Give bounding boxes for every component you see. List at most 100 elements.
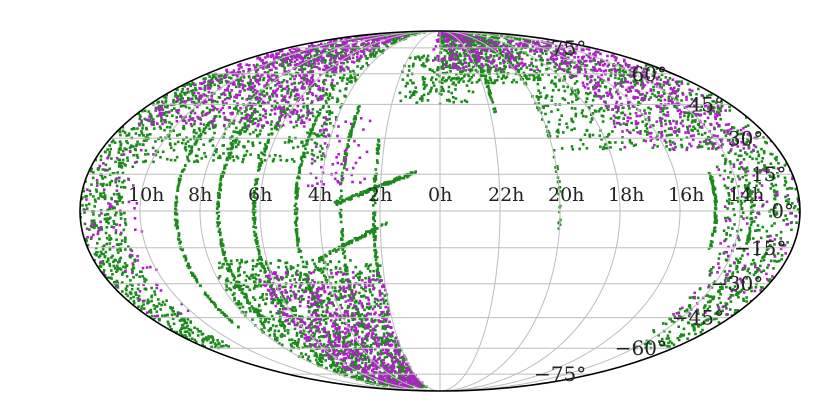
data-point (161, 150, 165, 154)
data-point (461, 77, 464, 80)
data-point (220, 78, 223, 81)
data-point (541, 105, 545, 108)
data-point (753, 262, 756, 265)
data-point (532, 74, 536, 78)
data-point (341, 277, 344, 281)
data-point (189, 320, 192, 323)
data-point (273, 276, 277, 280)
data-point (756, 131, 760, 134)
data-point (788, 186, 791, 190)
data-point (657, 131, 661, 134)
data-point (772, 166, 775, 169)
data-point (731, 294, 735, 297)
data-point (189, 328, 193, 332)
data-point (140, 130, 143, 133)
data-point (609, 117, 613, 120)
data-point (180, 327, 183, 330)
data-point (375, 44, 378, 48)
data-point (113, 222, 116, 226)
data-point (427, 92, 430, 96)
data-point (200, 82, 204, 85)
data-point (173, 142, 177, 146)
data-point (192, 130, 196, 134)
data-point (300, 65, 303, 69)
data-point (273, 329, 277, 332)
data-point (649, 342, 652, 345)
data-point (146, 299, 150, 303)
data-point (316, 50, 319, 53)
data-point (235, 155, 239, 158)
data-point (500, 77, 504, 80)
data-point (261, 298, 265, 301)
data-point (717, 257, 721, 260)
data-point (212, 92, 216, 95)
data-point (787, 201, 790, 204)
data-point (320, 158, 324, 161)
data-point (90, 167, 93, 171)
data-point (425, 57, 429, 60)
data-point (258, 132, 262, 136)
data-point (351, 375, 354, 379)
data-point (364, 296, 368, 299)
data-point (168, 121, 171, 124)
data-point (304, 344, 307, 348)
data-point (379, 306, 382, 309)
data-point (244, 153, 247, 157)
data-point (254, 281, 257, 284)
data-point (125, 264, 129, 267)
data-point (254, 264, 258, 268)
data-point (316, 266, 319, 270)
data-point (708, 103, 712, 107)
data-point (690, 323, 694, 327)
data-point (174, 91, 177, 95)
data-point (745, 143, 748, 146)
data-point (670, 92, 674, 95)
data-point (354, 358, 358, 362)
data-point (166, 320, 170, 324)
data-point (276, 128, 279, 131)
data-point (554, 85, 558, 88)
data-point (544, 52, 548, 56)
data-point (179, 105, 183, 108)
data-point (369, 344, 373, 347)
data-point (681, 318, 684, 322)
data-point (343, 359, 346, 362)
data-point (302, 298, 305, 301)
data-point (239, 83, 242, 86)
data-point (344, 95, 347, 98)
data-point (354, 365, 358, 369)
data-point (731, 126, 734, 129)
data-point (168, 126, 172, 129)
data-point (126, 294, 130, 298)
data-point (295, 124, 299, 127)
data-point (717, 321, 721, 324)
data-point (126, 141, 129, 145)
data-point (290, 345, 293, 348)
data-point (269, 262, 272, 265)
data-point (260, 295, 264, 299)
data-point (325, 308, 329, 312)
data-point (144, 136, 148, 139)
data-point (239, 76, 243, 79)
data-point (208, 110, 212, 114)
data-point (305, 260, 308, 264)
data-point (757, 212, 761, 216)
data-point (251, 141, 254, 144)
data-point (270, 314, 274, 318)
data-point (580, 111, 584, 115)
data-point (140, 132, 144, 135)
data-point (726, 216, 730, 220)
data-point (693, 120, 697, 123)
data-point (517, 57, 521, 61)
data-point (313, 309, 316, 313)
data-point (399, 348, 403, 352)
data-point (680, 145, 684, 149)
data-point (363, 308, 366, 312)
data-point (187, 90, 190, 94)
data-point (256, 110, 259, 114)
data-point (327, 98, 331, 101)
data-point (178, 102, 182, 106)
data-point (172, 129, 175, 132)
data-point (315, 329, 318, 333)
data-point (365, 61, 368, 65)
